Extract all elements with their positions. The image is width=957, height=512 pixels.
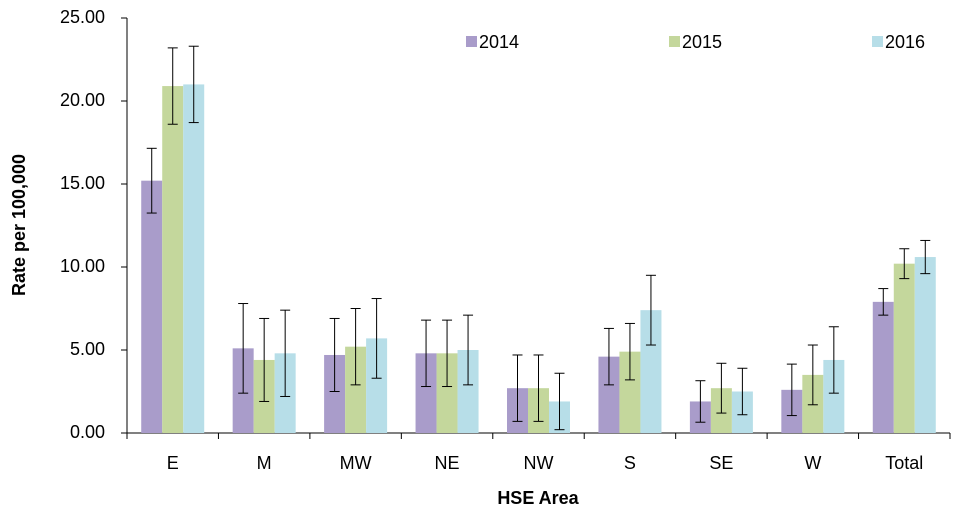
x-tick-label: NE — [435, 453, 460, 473]
error-bar — [786, 363, 797, 417]
legend-label: 2014 — [479, 32, 519, 52]
bar — [345, 346, 367, 433]
x-tick-label: M — [257, 453, 272, 473]
y-tick-label: 5.00 — [70, 339, 105, 359]
y-tick-label: 0.00 — [70, 422, 105, 442]
bar — [415, 353, 437, 433]
error-bar — [188, 45, 199, 124]
error-bar — [350, 308, 361, 386]
legend-label: 2015 — [682, 32, 722, 52]
y-tick-label: 25.00 — [60, 7, 105, 27]
bar — [640, 310, 662, 433]
error-bar — [421, 319, 432, 388]
bar — [619, 351, 641, 433]
y-tick-label: 15.00 — [60, 173, 105, 193]
y-axis-title: Rate per 100,000 — [9, 154, 29, 296]
x-tick-label: S — [624, 453, 636, 473]
x-axis-title: HSE Area — [497, 488, 579, 508]
bar — [183, 84, 205, 434]
bar — [436, 353, 458, 433]
x-tick-label: NW — [524, 453, 554, 473]
y-tick-label: 10.00 — [60, 256, 105, 276]
error-bar — [554, 372, 565, 431]
error-bar — [238, 303, 249, 394]
legend-swatch — [466, 36, 477, 47]
error-bar — [737, 367, 748, 416]
error-bar — [878, 288, 889, 316]
error-bar — [329, 317, 340, 392]
bar — [914, 257, 936, 433]
error-bar — [695, 380, 706, 423]
error-bar — [899, 248, 910, 280]
error-bar — [645, 274, 656, 346]
error-bar — [533, 354, 544, 422]
x-tick-label: MW — [340, 453, 372, 473]
bar — [823, 359, 845, 433]
error-bar — [828, 326, 839, 394]
error-bar — [259, 317, 270, 402]
error-bar — [807, 344, 818, 406]
bar — [162, 86, 184, 433]
bar — [366, 338, 388, 433]
bar — [457, 350, 479, 433]
bar — [598, 356, 620, 433]
x-tick-label: SE — [709, 453, 733, 473]
error-bar — [920, 239, 931, 275]
error-bar — [603, 327, 614, 386]
error-bar — [280, 309, 291, 397]
error-bar — [442, 319, 453, 388]
error-bar — [512, 354, 523, 422]
bar — [141, 180, 163, 433]
error-bar — [624, 322, 635, 381]
y-tick-label: 20.00 — [60, 90, 105, 110]
error-bar — [167, 47, 178, 125]
bar — [872, 301, 894, 433]
x-tick-label: Total — [885, 453, 923, 473]
x-tick-label: E — [167, 453, 179, 473]
legend-swatch — [669, 36, 680, 47]
error-bar — [716, 362, 727, 414]
x-tick-label: W — [804, 453, 821, 473]
error-bar — [146, 147, 157, 214]
bar — [324, 354, 346, 433]
legend-label: 2016 — [885, 32, 925, 52]
legend-swatch — [872, 36, 883, 47]
error-bar — [463, 314, 474, 386]
bar — [893, 263, 915, 433]
error-bar — [371, 298, 382, 379]
